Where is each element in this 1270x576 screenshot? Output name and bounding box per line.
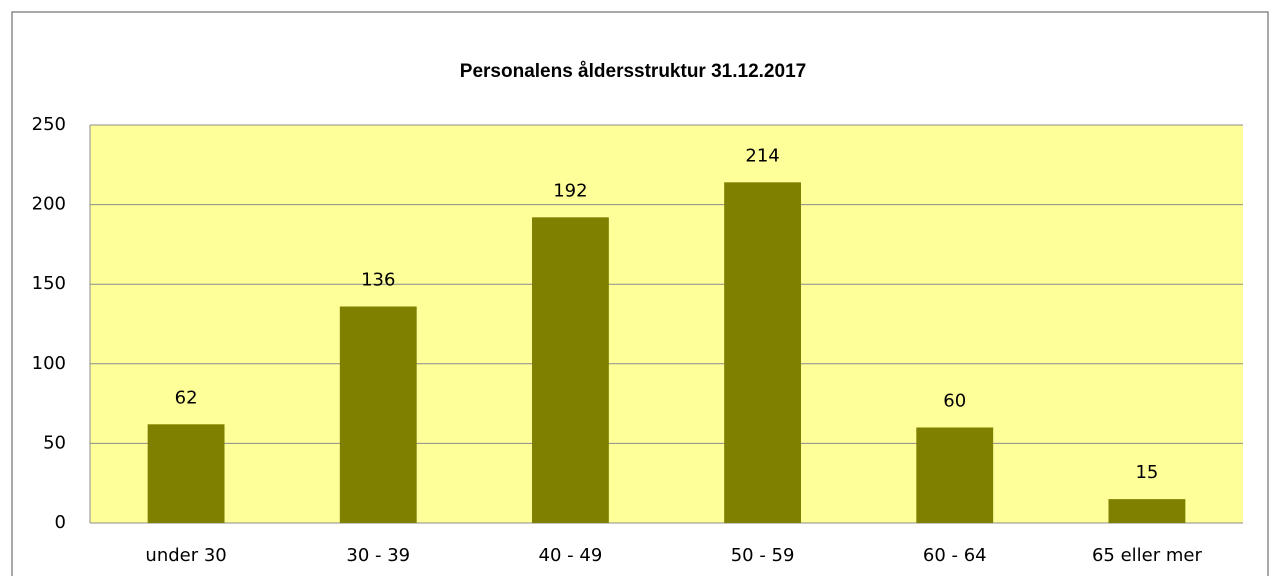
y-tick-label: 100 xyxy=(32,353,66,374)
bar xyxy=(916,427,994,523)
bar xyxy=(147,424,225,523)
x-tick-label: under 30 xyxy=(145,545,226,566)
y-tick-label: 0 xyxy=(55,512,66,533)
bar xyxy=(531,217,609,523)
data-label: 192 xyxy=(553,180,587,201)
x-tick-label: 50 - 59 xyxy=(731,545,795,566)
bar xyxy=(339,306,417,523)
y-tick-label: 200 xyxy=(32,194,66,215)
bar xyxy=(724,182,802,523)
data-label: 62 xyxy=(175,387,198,408)
x-tick-label: 30 - 39 xyxy=(346,545,410,566)
x-tick-label: 40 - 49 xyxy=(539,545,603,566)
y-tick-label: 50 xyxy=(43,432,66,453)
x-tick-label: 60 - 64 xyxy=(923,545,987,566)
data-label: 60 xyxy=(943,390,966,411)
data-label: 15 xyxy=(1135,462,1158,483)
bar xyxy=(1108,499,1186,523)
data-label: 136 xyxy=(361,269,395,290)
x-tick-label: 65 eller mer xyxy=(1092,545,1203,566)
y-tick-label: 250 xyxy=(32,114,66,135)
plot-area xyxy=(90,125,1243,523)
data-label: 214 xyxy=(745,145,779,166)
y-tick-label: 150 xyxy=(32,273,66,294)
chart-title: Personalens åldersstruktur 31.12.2017 xyxy=(460,61,806,82)
